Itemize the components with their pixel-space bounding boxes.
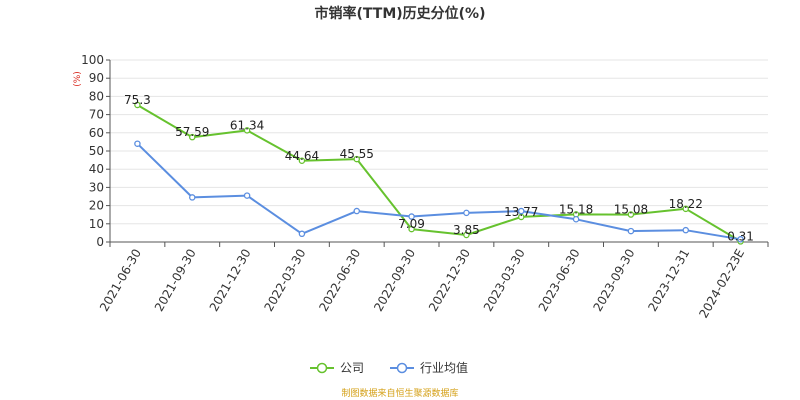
legend-marker [396,362,408,374]
series-1-point [353,207,360,215]
y-axis-unit-label: (%) [73,71,83,87]
series-0-point [463,231,470,239]
data-label: 75.3 [124,93,151,107]
y-tick-label: 100 [81,53,104,67]
y-tick-label: 0 [96,235,104,249]
legend-label: 公司 [340,361,364,375]
series-0-point [188,133,196,141]
data-label: 57.59 [175,125,209,139]
data-label: 13.77 [504,205,538,219]
x-tick-label: 2023-09-30 [591,247,638,314]
x-tick-label: 2022-03-30 [262,247,309,314]
data-label: 15.08 [614,203,648,217]
legend-marker [316,362,328,374]
x-axis-ticks: 2021-06-30 2021-09-30 2021-12-30 2022-03-30… [97,246,747,320]
data-label: 3.85 [453,223,480,237]
series-0-point [298,157,306,165]
legend-label: 行业均值 [420,360,468,375]
data-labels: 75.3 57.59 61.34 44.64 45.55 7.09 3.85 13.77 15.… [124,93,754,243]
x-tick-label: 2023-06-30 [536,247,583,314]
series-1-point [518,207,525,215]
y-tick-label: 50 [89,144,104,158]
data-label: 61.34 [230,118,264,132]
x-tick-label: 2022-09-30 [371,247,418,314]
series-0-point [408,225,415,233]
legend[interactable]: 公司 行业均值 [310,360,468,375]
data-label: 0.31 [727,229,754,243]
series-line-1 [136,142,741,241]
series-1-point [408,213,415,220]
series-0-point [353,155,360,163]
chart-title: 市销率(TTM)历史分位(%) [315,5,486,22]
y-tick-label: 10 [89,217,104,231]
x-tick-label: 2022-06-30 [316,247,363,314]
y-axis-ticks: 0 10 20 30 40 50 60 70 80 90 100 [81,53,104,249]
series-1-point [572,215,580,223]
series-lines [134,101,744,245]
y-tick-label: 20 [89,199,104,213]
series-1-point [188,194,196,201]
x-tick-label: 2022-12-30 [426,246,473,313]
x-tick-label: 2021-09-30 [152,247,199,314]
y-tick-label: 40 [89,162,104,176]
axes [106,59,769,247]
series-1-point [627,227,635,235]
y-tick-label: 30 [89,180,104,194]
x-tick-label: 2023-12-31 [645,247,692,314]
y-tick-label: 90 [89,71,104,85]
series-0-point [627,211,635,218]
series-0-point [243,127,251,134]
y-tick-label: 80 [89,89,104,103]
data-label: 44.64 [285,149,319,163]
series-line-0 [136,104,742,243]
series-1-point [463,209,470,217]
series-1-point [682,226,690,234]
data-label: 15.18 [559,202,593,216]
x-tick-label: 2021-06-30 [97,247,144,314]
series-1-point [737,236,744,243]
x-tick-label: 2023-03-30 [481,247,528,314]
x-tick-label: 2021-12-30 [207,246,254,313]
series-0-point [682,205,690,213]
data-label: 45.55 [340,147,374,161]
series-0-point [518,213,525,221]
series-1-point [134,140,141,147]
legend-item[interactable]: 公司 [310,361,364,375]
source-note: 制图数据来自恒生聚源数据库 [341,387,458,399]
series-1-point [243,192,251,199]
data-label: 7.09 [398,217,425,231]
series-1-point [298,230,306,238]
y-tick-label: 70 [89,108,104,122]
legend-item[interactable]: 行业均值 [390,360,468,375]
y-tick-label: 60 [89,126,104,140]
x-tick-label: 2024-02-23E [696,247,747,321]
data-label: 18.22 [669,197,703,211]
series-0-point [134,101,141,109]
